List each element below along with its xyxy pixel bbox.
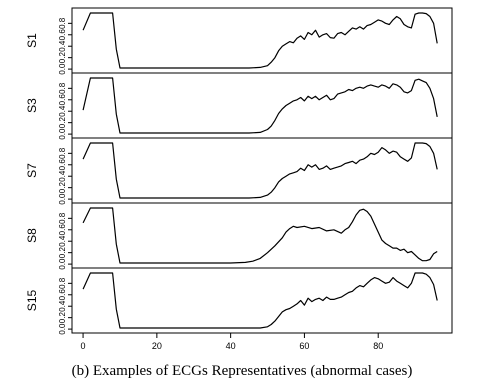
series-line-s8 [82,207,438,264]
ecg-panels-chart: 0.00.20.40.60.8S10.00.20.40.60.8S30.00.2… [25,7,453,351]
panel-label-s15: S15 [25,290,39,312]
y-tick-label: 0.2 [58,182,67,194]
y-tick-label: 0.4 [58,300,67,312]
x-tick-label: 20 [152,341,162,351]
y-tick-label: 0.6 [58,94,67,106]
series-line-s1 [82,12,438,69]
y-tick-label: 0.6 [58,224,67,236]
y-tick-label: 0.6 [58,289,67,301]
series-line-s15 [82,272,438,329]
y-tick-label: 0.4 [58,105,67,117]
panel-label-s7: S7 [25,163,39,178]
figure-caption: (b) Examples of ECGs Representatives (ab… [71,363,413,379]
y-tick-label: 0.2 [58,52,67,64]
x-tick-label: 40 [226,341,236,351]
y-tick-label: 0.4 [58,235,67,247]
y-tick-label: 0.0 [58,63,67,75]
y-tick-label: 0.6 [58,29,67,41]
series-line-s7 [82,142,438,199]
y-tick-label: 0.6 [58,159,67,171]
x-tick-label: 80 [373,341,383,351]
panel-frame-s15 [71,267,453,334]
panel-label-s8: S8 [25,228,39,243]
y-tick-label: 0.4 [58,170,67,182]
y-tick-label: 0.0 [58,258,67,270]
panel-label-s3: S3 [25,98,39,113]
panel-frame-s3 [71,72,453,139]
y-tick-label: 0.0 [58,323,67,335]
y-tick-label: 0.2 [58,312,67,324]
x-tick-label: 0 [81,341,86,351]
y-tick-label: 0.4 [58,40,67,52]
y-tick-label: 0.8 [58,277,67,289]
y-tick-label: 0.0 [58,128,67,140]
y-tick-label: 0.8 [58,17,67,29]
series-line-s3 [82,77,438,134]
y-tick-label: 0.8 [58,212,67,224]
panel-frame-s8 [71,202,453,269]
y-tick-label: 0.8 [58,147,67,159]
y-tick-label: 0.8 [58,82,67,94]
panel-label-s1: S1 [25,33,39,48]
panel-frame-s7 [71,137,453,204]
y-tick-label: 0.2 [58,247,67,259]
y-tick-label: 0.2 [58,117,67,129]
y-tick-label: 0.0 [58,193,67,205]
x-tick-label: 60 [299,341,309,351]
